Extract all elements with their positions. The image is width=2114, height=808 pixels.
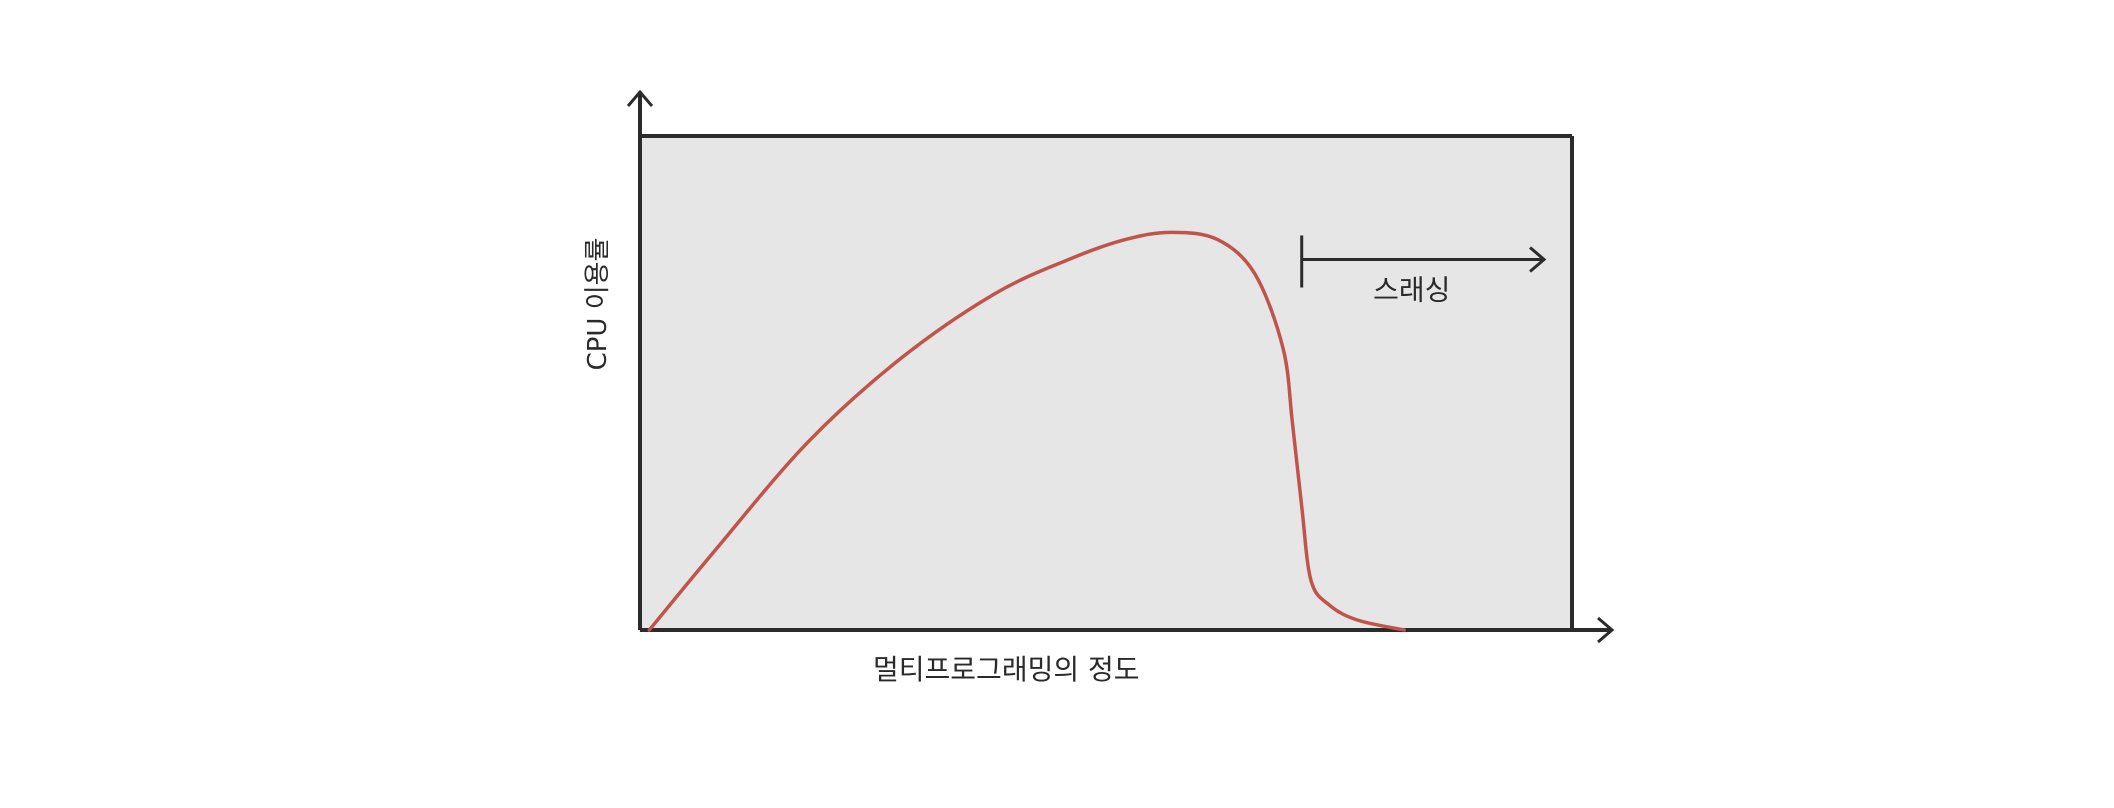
y-axis-label: CPU 이용률 — [583, 238, 613, 371]
plot-area — [640, 136, 1572, 630]
x-axis-label: 멀티프로그래밍의 정도 — [873, 653, 1140, 686]
thrashing-label: 스래싱 — [1373, 274, 1450, 307]
thrashing-annotation: 스래싱 — [1300, 235, 1547, 307]
y-axis-arrowhead — [626, 89, 654, 107]
cpu-utilization-curve — [647, 230, 1406, 632]
thrashing-arrowhead — [1529, 246, 1547, 273]
x-axis-arrowhead — [1597, 616, 1615, 644]
